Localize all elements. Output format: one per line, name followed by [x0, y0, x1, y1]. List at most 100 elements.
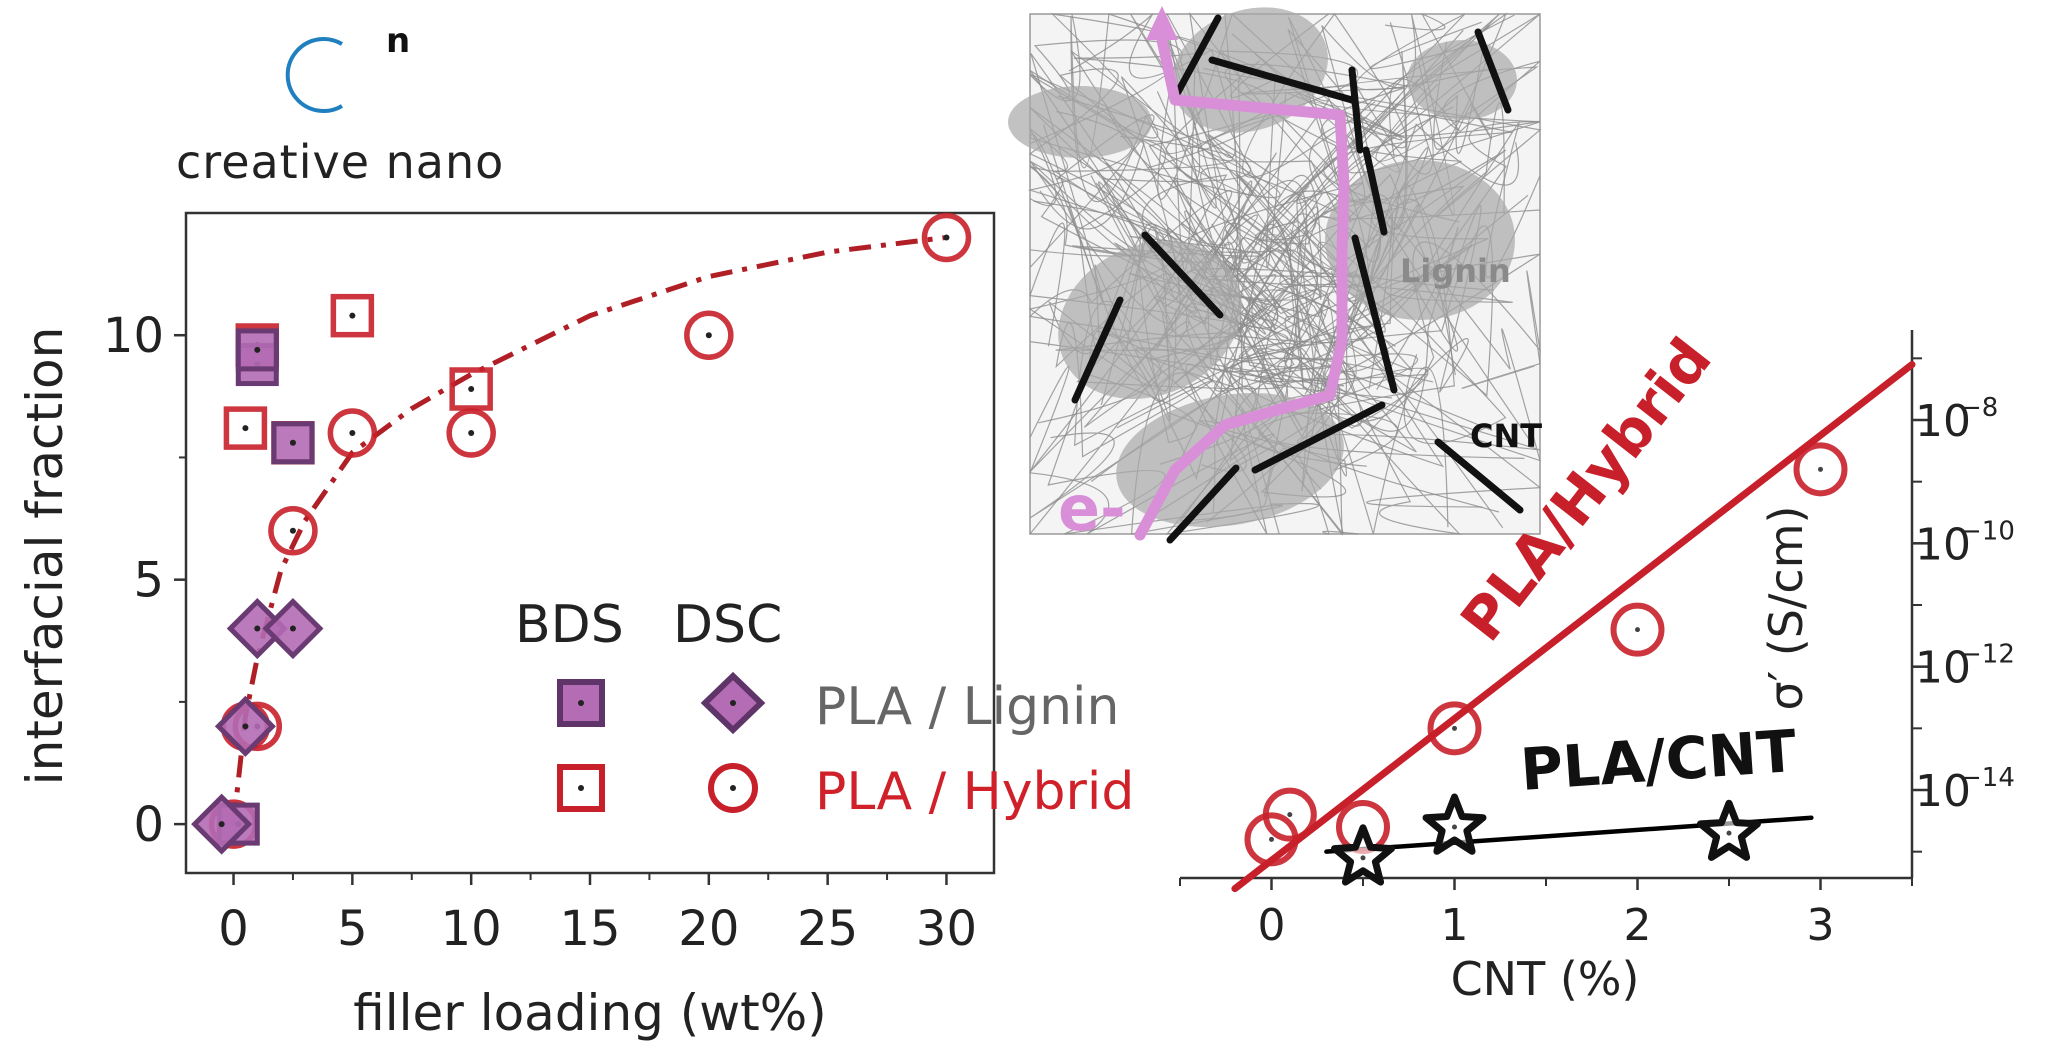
right-x-axis-label: CNT (%): [1451, 952, 1640, 1006]
left-fit-line: [231, 234, 947, 825]
right-y-tick-exponent: −10: [1960, 516, 2015, 546]
cnt-rod: [1251, 401, 1386, 474]
point-bds-pla-lignin: [235, 328, 279, 372]
legend-marker-dsc-hybrid-dot: [730, 785, 736, 791]
point-center-dot: [1360, 855, 1366, 861]
point-center-dot: [242, 723, 249, 730]
cnt-rod: [1166, 464, 1240, 544]
point-center-dot: [1269, 836, 1274, 842]
lignin-domain: [1325, 160, 1515, 320]
point-dsc-pla-hybrid: [921, 212, 972, 263]
left-x-tick-label: 20: [678, 901, 739, 957]
cnt-rod: [1208, 56, 1356, 104]
point-center-dot: [943, 234, 950, 241]
polymer-fiber: [1200, 167, 1390, 427]
point-bds-pla-lignin: [271, 421, 315, 465]
point-bds-pla-hybrid: [330, 293, 375, 338]
legend-marker-dsc-lignin-dot: [730, 700, 736, 706]
point-dsc-pla-hybrid: [327, 408, 378, 458]
lignin-domain: [1008, 86, 1152, 158]
cnt-rod: [1474, 28, 1512, 114]
legend-label-pla-hybrid: PLA / Hybrid: [815, 762, 1134, 822]
left-chart: 0 5 10 15 20 25 30 0 5 10 filler loading (wt%) in…: [16, 211, 1134, 1042]
point-center-dot: [349, 430, 356, 436]
cnt-rod: [1351, 234, 1398, 394]
legend-header-dsc: DSC: [673, 595, 782, 655]
point-center-dot: [468, 386, 475, 392]
point-center-dot: [254, 625, 261, 632]
point-center-dot: [349, 312, 356, 319]
point-pla-cnt: [1422, 793, 1487, 855]
point-bds-pla-hybrid: [223, 406, 268, 450]
right-y-tick-exponent: −12: [1960, 640, 2015, 670]
point-center-dot: [289, 625, 296, 632]
point-center-dot: [1818, 466, 1823, 472]
polymer-fiber: [1330, 241, 1541, 422]
point-center-dot: [1452, 824, 1457, 830]
right-y-tick-exponent: −8: [1960, 393, 1998, 423]
point-dsc-pla-hybrid: [268, 506, 318, 556]
left-y-tick-label: 5: [133, 553, 164, 609]
cnt-rod: [1434, 438, 1524, 514]
right-x-tick-label: 3: [1807, 900, 1835, 951]
left-x-tick-label: 15: [559, 901, 620, 957]
left-y-axis-label: interfacial fraction: [16, 327, 74, 786]
right-y-tick-label: 10: [1915, 396, 1971, 447]
legend-header-bds: BDS: [515, 595, 624, 655]
cnt-rods: [1071, 14, 1524, 544]
polymer-fiber: [1068, 13, 1292, 257]
point-dsc-pla-hybrid: [684, 310, 734, 360]
point-pla-hybrid: [1793, 442, 1848, 497]
left-fit-line-group: [231, 234, 947, 825]
left-legend: BDS DSC PLA / Lignin PLA / Hybrid: [515, 595, 1134, 822]
lignin-domain: [1116, 392, 1344, 528]
left-x-tick-label: 25: [797, 901, 858, 957]
right-y-tick-label: 10: [1915, 519, 1971, 570]
point-center-dot: [1287, 812, 1293, 818]
right-y-axis-label: σ′ (S/cm): [1759, 506, 1813, 711]
logo-superscript: n: [386, 21, 410, 61]
point-center-dot: [1635, 627, 1640, 633]
legend-marker-bds-hybrid-dot: [578, 785, 584, 791]
point-center-dot: [242, 425, 249, 432]
schematic-label-lignin: Lignin: [1400, 252, 1511, 290]
cnt-rod: [1348, 66, 1364, 154]
electron-conduction-path: [1134, 14, 1350, 541]
legend-label-pla-lignin: PLA / Lignin: [815, 677, 1119, 737]
series-label-pla-cnt: PLA/CNT: [1518, 717, 1799, 804]
left-axis-ticks: 0 5 10 15 20 25 30 0 5 10: [103, 308, 977, 957]
point-pla-hybrid: [1427, 701, 1482, 756]
right-data-points: [1244, 442, 1848, 886]
right-x-tick-label: 2: [1624, 900, 1652, 951]
cnt-rod: [1362, 146, 1388, 236]
point-pla-cnt: [1697, 799, 1761, 861]
point-dsc-pla-hybrid: [446, 408, 496, 458]
fit-line-pla-hybrid: [1231, 361, 1916, 893]
logo: n creative nano: [176, 21, 504, 189]
right-x-tick-label: 1: [1441, 900, 1469, 951]
point-center-dot: [218, 821, 225, 828]
polymer-fiber: [1068, 177, 1308, 402]
right-y-tick-exponent: −14: [1960, 763, 2015, 793]
polymer-fiber: [1028, 68, 1165, 257]
left-x-tick-label: 5: [337, 901, 368, 957]
lignin-domain: [1407, 40, 1517, 120]
left-data-points: [191, 212, 972, 855]
lignin-domain: [1058, 241, 1242, 399]
cnt-rod: [1071, 296, 1124, 404]
point-center-dot: [289, 439, 296, 446]
polymer-fiber: [1029, 53, 1238, 324]
point-center-dot: [1726, 830, 1732, 836]
right-y-tick-label: 10: [1915, 643, 1971, 694]
left-x-axis-label: filler loading (wt%): [353, 984, 827, 1042]
logo-text: creative nano: [176, 135, 504, 189]
legend-marker-bds-lignin-dot: [578, 700, 584, 706]
point-center-dot: [254, 346, 261, 353]
cnt-rod: [1174, 14, 1222, 96]
polymer-fiber: [1223, 225, 1494, 453]
point-pla-cnt: [1331, 824, 1395, 886]
point-center-dot: [705, 332, 712, 339]
left-x-tick-label: 0: [218, 901, 249, 957]
